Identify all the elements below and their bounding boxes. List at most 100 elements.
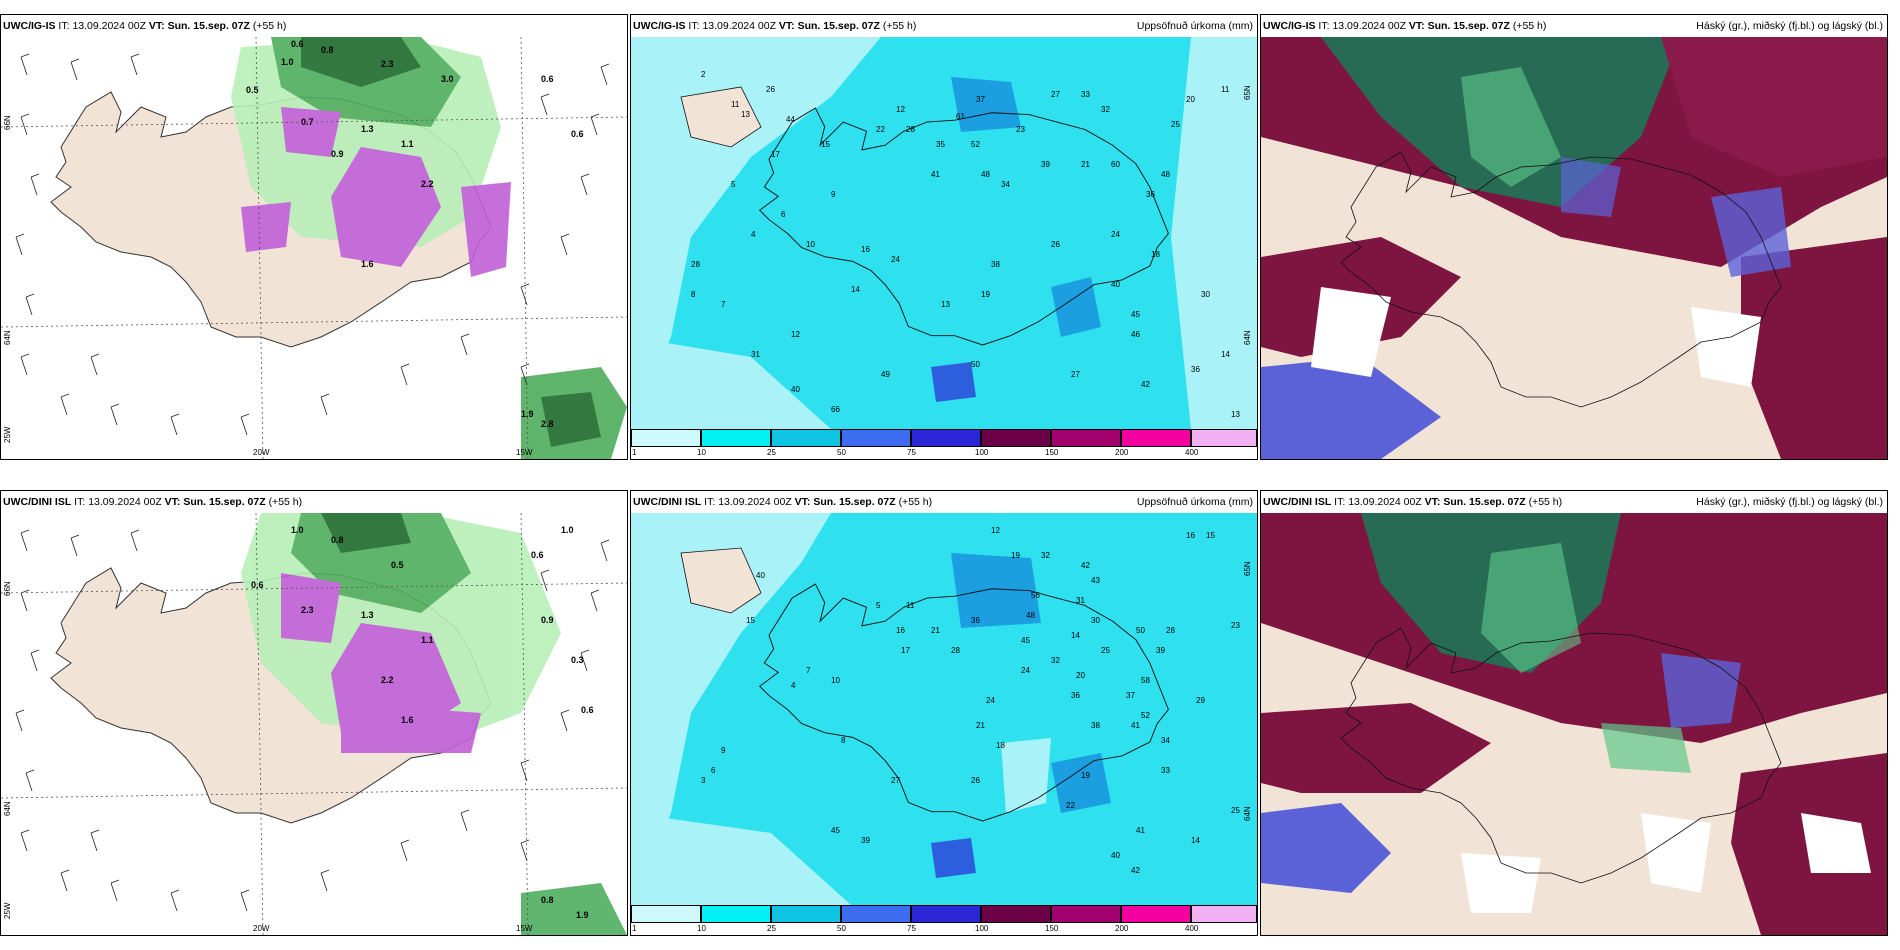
colorbar-swatch-4 (841, 429, 911, 447)
svg-text:45: 45 (1021, 636, 1030, 645)
svg-text:44: 44 (786, 115, 795, 124)
svg-text:0.6: 0.6 (291, 39, 304, 49)
svg-text:41: 41 (931, 170, 940, 179)
colorbar-swatch-6 (981, 905, 1051, 923)
svg-text:42: 42 (1081, 561, 1090, 570)
colorbar-tick: 150 (1045, 448, 1059, 457)
colorbar-swatch-5 (911, 905, 981, 923)
svg-text:60: 60 (1111, 160, 1120, 169)
svg-text:1.1: 1.1 (401, 139, 414, 149)
svg-text:2.8: 2.8 (541, 419, 554, 429)
svg-text:28: 28 (691, 260, 700, 269)
svg-text:17: 17 (771, 150, 780, 159)
svg-text:14: 14 (1191, 836, 1200, 845)
svg-text:19: 19 (981, 290, 990, 299)
svg-text:37: 37 (1126, 691, 1135, 700)
svg-text:1.1: 1.1 (421, 635, 434, 645)
panel-header: UWC/IG-IS IT: 13.09.2024 00Z VT: Sun. 15… (631, 15, 1257, 37)
precip-values: 2 11 13 26 44 17 12 22 28 35 52 48 61 37… (691, 70, 1240, 419)
lat-label: 66N (3, 115, 12, 130)
svg-text:40: 40 (1111, 280, 1120, 289)
lat-label: 65N (1243, 85, 1252, 100)
precip-map: 12 16 15 40 19 32 42 43 31 5 11 16 17 21… (631, 513, 1257, 905)
svg-text:41: 41 (1136, 826, 1145, 835)
svg-text:40: 40 (791, 385, 800, 394)
snow-map: 0.6 0.8 1.0 0.5 2.3 3.0 0.7 1.3 0.9 1.1 … (1, 37, 627, 459)
svg-text:0.9: 0.9 (541, 615, 554, 625)
panel-header: UWC/DINI ISL IT: 13.09.2024 00Z VT: Sun.… (1, 491, 627, 513)
svg-text:35: 35 (936, 140, 945, 149)
svg-text:5: 5 (731, 180, 736, 189)
vt-value: Sun. 15.sep. 07Z (797, 20, 880, 32)
svg-text:2: 2 (701, 70, 706, 79)
svg-text:16: 16 (861, 245, 870, 254)
vt-value: Sun. 15.sep. 07Z (1427, 20, 1510, 32)
colorbar-tick: 10 (697, 448, 706, 457)
colorbar-swatch-2 (701, 429, 771, 447)
panel-header: UWC/DINI ISL IT: 13.09.2024 00Z VT: Sun.… (1261, 491, 1887, 513)
colorbar-swatch-7 (1051, 905, 1121, 923)
svg-text:15: 15 (746, 616, 755, 625)
svg-text:23: 23 (1016, 125, 1025, 134)
svg-text:15: 15 (821, 140, 830, 149)
vt-value: Sun. 15.sep. 07Z (813, 496, 896, 508)
svg-text:28: 28 (951, 646, 960, 655)
svg-text:23: 23 (1231, 621, 1240, 630)
svg-text:42: 42 (1141, 380, 1150, 389)
svg-text:39: 39 (861, 836, 870, 845)
svg-text:0.9: 0.9 (331, 149, 344, 159)
panel-dini-cloud: UWC/DINI ISL IT: 13.09.2024 00Z VT: Sun.… (1260, 490, 1888, 936)
svg-text:30: 30 (1201, 290, 1210, 299)
svg-text:20: 20 (1076, 671, 1085, 680)
colorbar-swatch-2 (701, 905, 771, 923)
svg-text:40: 40 (1111, 851, 1120, 860)
svg-text:19: 19 (1011, 551, 1020, 560)
panel-igis-cloud: UWC/IG-IS IT: 13.09.2024 00Z VT: Sun. 15… (1260, 14, 1888, 460)
vt-label: VT: (164, 496, 181, 508)
svg-text:0.5: 0.5 (246, 85, 259, 95)
colorbar-swatch-8 (1121, 905, 1191, 923)
it-label: IT: (704, 496, 716, 508)
lon-label: 15W (516, 448, 533, 457)
svg-text:36: 36 (1071, 691, 1080, 700)
lon-label: 15W (516, 924, 533, 933)
svg-text:1.3: 1.3 (361, 124, 374, 134)
lon-label: 20W (253, 924, 270, 933)
svg-text:10: 10 (806, 240, 815, 249)
svg-text:24: 24 (1111, 230, 1120, 239)
svg-text:2.2: 2.2 (421, 179, 434, 189)
svg-text:8: 8 (841, 736, 846, 745)
colorbar-swatch-6 (981, 429, 1051, 447)
panel-dini-snow: UWC/DINI ISL IT: 13.09.2024 00Z VT: Sun.… (0, 490, 628, 936)
svg-text:13: 13 (941, 300, 950, 309)
svg-text:7: 7 (806, 666, 811, 675)
svg-text:18: 18 (1151, 250, 1160, 259)
svg-text:21: 21 (931, 626, 940, 635)
lat-label: 64N (1243, 806, 1252, 821)
lead-time: (+55 h) (882, 20, 917, 32)
svg-text:49: 49 (881, 370, 890, 379)
svg-text:26: 26 (766, 85, 775, 94)
vt-label: VT: (1424, 496, 1441, 508)
svg-text:19: 19 (1081, 771, 1090, 780)
colorbar-tick: 1 (632, 924, 637, 933)
precip-values: 12 16 15 40 19 32 42 43 31 5 11 16 17 21… (701, 526, 1240, 875)
svg-text:1.9: 1.9 (521, 409, 534, 419)
model-name: UWC/IG-IS (3, 20, 56, 32)
svg-text:1.0: 1.0 (291, 525, 304, 535)
vt-value: Sun. 15.sep. 07Z (183, 496, 266, 508)
colorbar-swatch-8 (1121, 429, 1191, 447)
svg-text:25: 25 (1171, 120, 1180, 129)
colorbar-tick: 50 (837, 448, 846, 457)
svg-text:30: 30 (1091, 616, 1100, 625)
colorbar: 1 10 25 50 75 100 150 200 400 (631, 429, 1257, 459)
colorbar-swatch-3 (771, 429, 841, 447)
svg-text:13: 13 (1231, 410, 1240, 419)
svg-text:2.3: 2.3 (381, 59, 394, 69)
svg-text:2.3: 2.3 (301, 605, 314, 615)
svg-text:31: 31 (751, 350, 760, 359)
svg-text:24: 24 (986, 696, 995, 705)
svg-text:2.2: 2.2 (381, 675, 394, 685)
lead-time: (+55 h) (1512, 20, 1547, 32)
panel-title: Háský (gr.), miðský (fj.bl.) og lágský (… (1696, 496, 1883, 508)
